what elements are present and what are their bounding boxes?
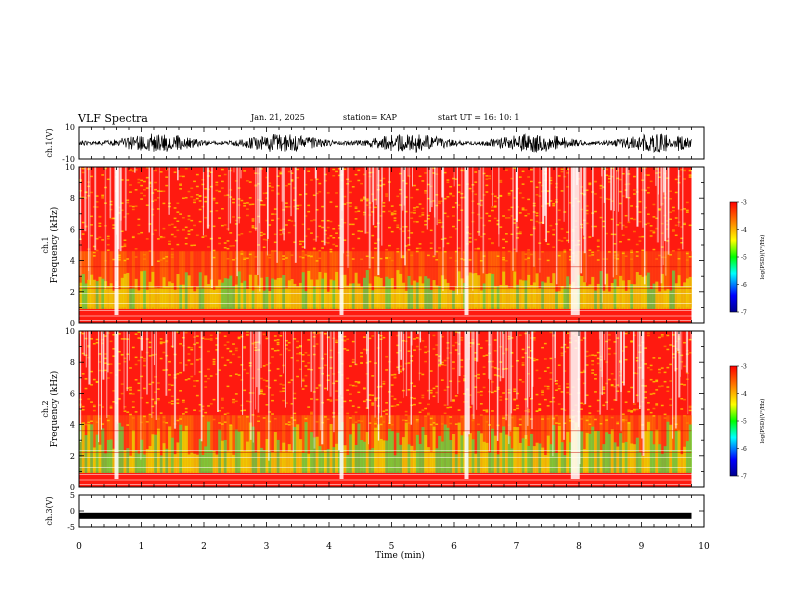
- ch3-ytick-label: -5: [67, 523, 75, 532]
- ch1-spec-ytick-label: 6: [70, 225, 75, 234]
- colorbar-tick-label: -6: [741, 282, 747, 289]
- ch2-spec-ytick-label: 10: [65, 327, 75, 336]
- x-tick-label: 2: [201, 542, 207, 552]
- colorbar-tick-label: -3: [741, 200, 747, 207]
- axes-layer: [78, 126, 739, 528]
- date-label: Jan. 21, 2025: [251, 113, 305, 122]
- ch2-spec-ytick-label: 4: [70, 421, 75, 430]
- colorbar-tick-label: -4: [741, 391, 747, 398]
- ch1-ytick-label: 10: [65, 123, 75, 132]
- colorbar-tick-label: -4: [741, 227, 747, 234]
- ch1-spectrogram-image: [79, 167, 692, 323]
- ch2-spectrogram-image: [79, 331, 692, 487]
- colorbar-tick-label: -6: [741, 446, 747, 453]
- colorbar-label: log(PSD)(V²/Hz): [759, 235, 766, 280]
- ch1-ytick-label: -10: [62, 155, 75, 164]
- ch1-spec-ytick-label: 0: [70, 319, 75, 328]
- chart-title: VLF Spectra: [78, 112, 148, 125]
- ch1-spec-ytick-label: 4: [70, 257, 75, 266]
- x-tick-label: 10: [698, 542, 710, 552]
- x-tick-label: 4: [326, 542, 332, 552]
- colorbar-2: [729, 365, 738, 477]
- ch2-spec-ytick-label: 8: [70, 358, 75, 367]
- x-tick-label: 6: [451, 542, 457, 552]
- colorbar-tick-label: -5: [741, 419, 747, 426]
- colorbar-tick-label: -5: [741, 255, 747, 262]
- x-tick-label: 7: [514, 542, 520, 552]
- start-time-label: start UT = 16: 10: 1: [438, 113, 520, 122]
- ch2-spec-ytick-label: 2: [70, 452, 75, 461]
- data-layer: [78, 133, 692, 519]
- colorbar-tick-label: -7: [741, 310, 747, 317]
- station-label: station= KAP: [343, 113, 397, 122]
- ch2-spec-channel-label: ch.2: [41, 400, 50, 417]
- ch2-spec-ylabel: Frequency (kHz): [49, 371, 60, 448]
- ch3-ytick-label: 0: [70, 507, 75, 516]
- x-tick-label: 0: [76, 542, 82, 552]
- x-tick-label: 5: [389, 542, 395, 552]
- x-tick-label: 1: [139, 542, 145, 552]
- ch1-ylabel: ch.1(V): [45, 128, 54, 157]
- colorbar-tick-label: -7: [741, 474, 747, 481]
- ch3-ytick-label: 5: [70, 491, 75, 500]
- x-tick-label: 9: [639, 542, 645, 552]
- colorbar-label: log(PSD)(V²/Hz): [759, 399, 766, 444]
- ch1-waveform-line: [78, 133, 692, 153]
- ch3-waveform-line: [79, 512, 692, 519]
- ch1-spec-ytick-label: 8: [70, 194, 75, 203]
- colorbar-1: [729, 201, 738, 313]
- x-axis-label: Time (min): [375, 550, 425, 561]
- x-tick-label: 3: [264, 542, 270, 552]
- ch3-ylabel: ch.3(V): [45, 496, 54, 525]
- ch2-spec-ytick-label: 6: [70, 389, 75, 398]
- colorbar-tick-label: -3: [741, 364, 747, 371]
- ch1-spec-channel-label: ch.1: [41, 236, 50, 253]
- ch1-spec-ytick-label: 10: [65, 163, 75, 172]
- x-tick-label: 8: [576, 542, 582, 552]
- ch1-spec-ytick-label: 2: [70, 288, 75, 297]
- ch1-spec-ylabel: Frequency (kHz): [49, 207, 60, 284]
- ch2-spec-ytick-label: 0: [70, 483, 75, 492]
